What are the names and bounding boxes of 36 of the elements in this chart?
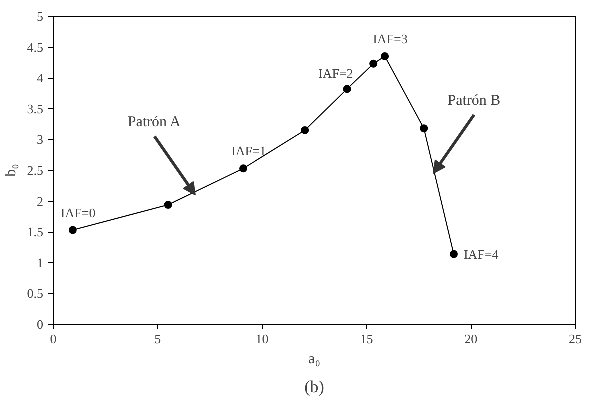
point — [420, 124, 428, 133]
x-tick-label: 0 — [50, 332, 57, 346]
y-tick-label: 1.5 — [27, 224, 44, 240]
y-tick-label: 2 — [37, 194, 44, 209]
annotation: IAF=1 — [232, 144, 266, 159]
annotation: IAF=3 — [373, 32, 408, 47]
x-tick-label: 15 — [360, 332, 374, 346]
y-tick-label: 0.5 — [27, 286, 44, 302]
annotation: IAF=0 — [60, 205, 96, 220]
annotation: IAF=2 — [318, 66, 354, 82]
y-tick-label: 0 — [37, 317, 44, 332]
y-tick-label: 2.5 — [27, 163, 44, 178]
y-tick-label: 5 — [37, 9, 44, 24]
y-tick-label: 3 — [37, 132, 44, 148]
y-tick-label: 1 — [37, 255, 44, 270]
point — [381, 52, 390, 61]
point — [450, 250, 458, 258]
x-tick-label: 20 — [464, 332, 478, 346]
x-tick-label: 10 — [256, 332, 269, 346]
annotation: IAF=4 — [464, 246, 500, 262]
point — [164, 201, 172, 209]
point — [240, 164, 248, 173]
annotation: Patrón A — [128, 114, 181, 131]
x-axis-title: a₀ — [308, 352, 320, 368]
point — [370, 60, 378, 68]
point — [68, 226, 77, 234]
y-tick-label: 4.5 — [27, 40, 44, 55]
y-tick-label: 4 — [37, 70, 44, 86]
text: (b) — [304, 378, 324, 396]
x-tick-label: 5 — [154, 332, 162, 346]
point — [301, 126, 310, 134]
y-axis-title: b₀ — [3, 164, 20, 177]
x-tick-label: 25 — [569, 332, 582, 346]
point — [343, 85, 352, 94]
y-tick-label: 3.5 — [27, 101, 44, 116]
annotation: Patrón B — [448, 93, 501, 110]
